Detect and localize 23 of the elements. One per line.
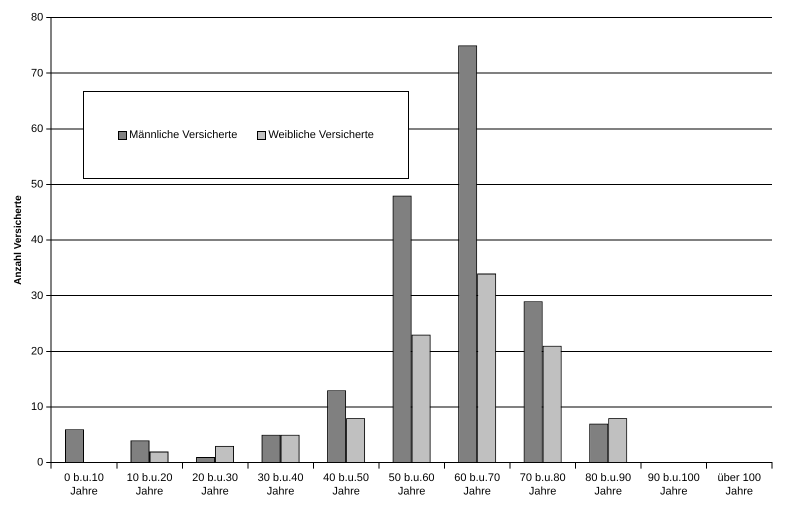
x-tick-label: 10 b.u.20 Jahre [126,472,172,498]
x-tick-label: 20 b.u.30 Jahre [192,472,238,498]
legend-label: Männliche Versicherte [129,129,238,141]
x-tick-label: 90 b.u.100 Jahre [648,472,700,498]
x-tick-label: 60 b.u.70 Jahre [454,472,500,498]
y-tick-label: 50 [30,178,44,191]
y-tick-label: 10 [30,401,44,414]
legend-label: Weibliche Versicherte [268,129,374,141]
x-tick-label: über 100 Jahre [718,472,761,498]
y-tick-label: 60 [30,122,44,135]
x-tick-label: 70 b.u.80 Jahre [520,472,566,498]
y-axis-title: Anzahl Versicherte [12,194,24,285]
y-tick-label: 70 [30,67,44,80]
y-tick-label: 40 [30,234,44,246]
x-tick-label: 0 b.u.10 Jahre [64,472,104,498]
x-tick-label: 30 b.u.40 Jahre [258,472,304,498]
x-tick-label: 50 b.u.60 Jahre [388,472,435,498]
x-tick-label: 80 b.u.90 Jahre [585,472,632,498]
y-tick-label: 80 [30,12,44,24]
x-tick-label: 40 b.u.50 Jahre [323,472,370,498]
y-tick-label: 30 [30,290,44,302]
y-tick-label: 20 [30,345,44,358]
y-tick-label: 0 [37,456,44,469]
